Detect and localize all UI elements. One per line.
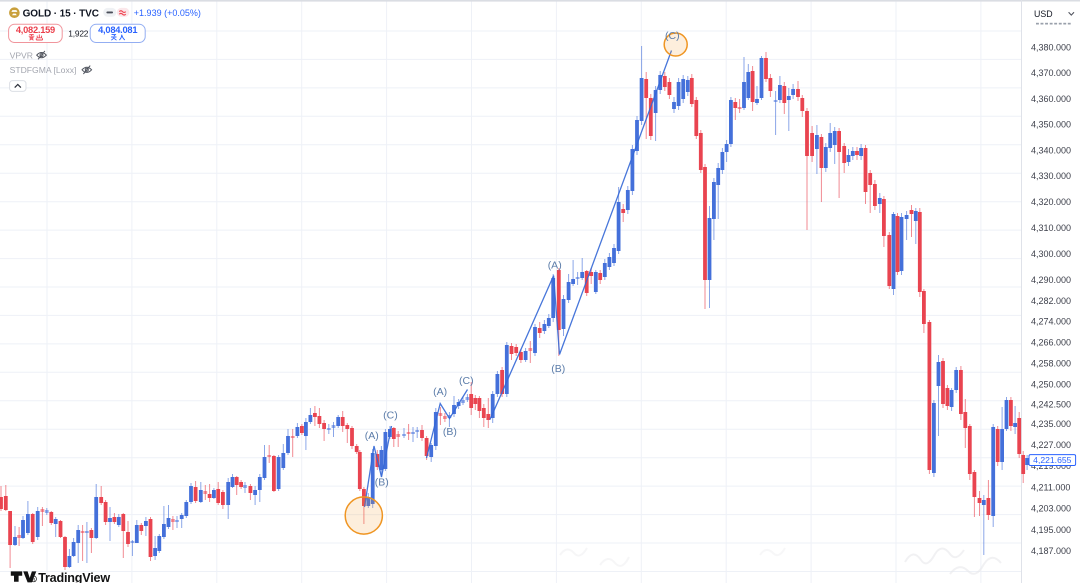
svg-text:4,219.000: 4,219.000 [1031,461,1071,471]
svg-text:4,084.081: 4,084.081 [98,25,137,35]
svg-text:1,922: 1,922 [68,29,89,39]
svg-text:4,227.000: 4,227.000 [1031,440,1071,450]
svg-text:(A): (A) [433,386,447,398]
svg-text:4,330.000: 4,330.000 [1031,171,1071,181]
svg-text:(A): (A) [548,260,562,272]
svg-text:4,266.000: 4,266.000 [1031,338,1071,348]
svg-text:4,340.000: 4,340.000 [1031,145,1071,155]
svg-text:(B): (B) [443,426,457,438]
svg-text:4,274.000: 4,274.000 [1031,317,1071,327]
svg-text:(B): (B) [375,477,389,489]
svg-text:4,221.655: 4,221.655 [1033,455,1071,465]
svg-text:4,082.159: 4,082.159 [16,25,55,35]
svg-text:4,235.000: 4,235.000 [1031,419,1071,429]
svg-text:(C): (C) [459,375,474,387]
svg-text:4,320.000: 4,320.000 [1031,197,1071,207]
svg-text:4,242.500: 4,242.500 [1031,399,1071,409]
svg-text:+1.939 (+0.05%): +1.939 (+0.05%) [134,8,201,18]
svg-text:GOLD · 15 · TVC: GOLD · 15 · TVC [23,9,99,20]
svg-text:4,310.000: 4,310.000 [1031,223,1071,233]
svg-text:4,370.000: 4,370.000 [1031,68,1071,78]
svg-text:4,203.000: 4,203.000 [1031,504,1071,514]
svg-text:4,211.000: 4,211.000 [1031,482,1070,492]
svg-text:R: R [32,577,35,582]
svg-text:VPVR: VPVR [10,51,33,61]
svg-text:STDFGMA [Loxx]: STDFGMA [Loxx] [10,65,77,75]
svg-text:4,300.000: 4,300.000 [1031,249,1071,259]
svg-text:4,195.000: 4,195.000 [1031,525,1071,535]
svg-text:4,258.000: 4,258.000 [1031,359,1071,369]
svg-text:USD: USD [1034,9,1053,19]
svg-text:(B): (B) [551,363,565,375]
svg-text:(A): (A) [365,430,379,442]
svg-text:4,350.000: 4,350.000 [1031,120,1071,130]
svg-text:TradingView: TradingView [38,571,110,583]
svg-text:4,380.000: 4,380.000 [1031,43,1071,53]
svg-text:(C): (C) [665,30,680,42]
svg-text:4,187.000: 4,187.000 [1031,546,1071,556]
svg-text:4,290.000: 4,290.000 [1031,275,1071,285]
svg-text:(C): (C) [383,410,398,422]
svg-text:4,250.000: 4,250.000 [1031,380,1071,390]
svg-text:4,282.000: 4,282.000 [1031,296,1071,306]
svg-text:4,360.000: 4,360.000 [1031,94,1071,104]
